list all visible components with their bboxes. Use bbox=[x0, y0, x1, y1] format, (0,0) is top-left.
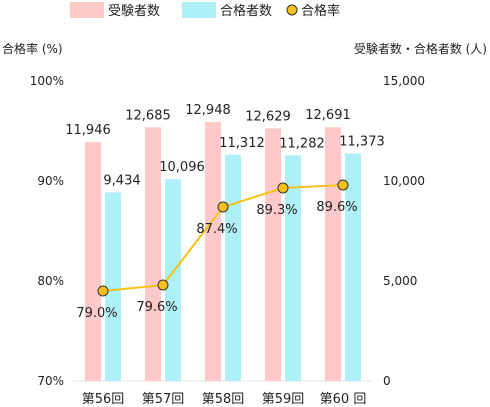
bar-labels: 11,946 9,434 12,685 10,096 12,948 11,312 12,62… bbox=[65, 103, 385, 188]
y-tick-right: 0 bbox=[383, 374, 391, 388]
y-axis-right-ticks: 0 5,000 10,000 15,000 bbox=[383, 74, 425, 388]
bar-examinees bbox=[85, 142, 101, 381]
y-axis-left-ticks: 70% 80% 90% 100% bbox=[30, 74, 64, 388]
bar-value-label: 12,691 bbox=[305, 108, 351, 123]
legend-marker bbox=[286, 4, 298, 16]
y-axis-right-title: 受験者数・合格者数 (人) bbox=[354, 41, 487, 56]
y-tick-right: 10,000 bbox=[383, 174, 425, 188]
category-labels: 第56回 第57回 第58回 第59回 第60 回 bbox=[82, 392, 367, 407]
y-tick-left: 100% bbox=[30, 74, 64, 88]
bar-examinees bbox=[145, 127, 161, 381]
legend-label: 受験者数 bbox=[108, 4, 160, 19]
rate-marker bbox=[337, 179, 349, 191]
bar-value-label: 12,948 bbox=[185, 103, 231, 118]
bar-passers bbox=[225, 154, 241, 381]
y-axis-left-title: 合格率 (%) bbox=[2, 41, 63, 56]
legend-swatch bbox=[182, 2, 216, 18]
category-label: 第57回 bbox=[142, 392, 185, 407]
rate-labels: 79.0% 79.6% 87.4% 89.3% 89.6% bbox=[76, 200, 357, 321]
category-label: 第59回 bbox=[262, 392, 305, 407]
rate-value-label: 79.0% bbox=[76, 306, 117, 321]
rate-marker bbox=[277, 182, 289, 194]
rate-value-label: 89.6% bbox=[316, 200, 357, 215]
rate-value-label: 79.6% bbox=[136, 300, 177, 315]
y-tick-right: 5,000 bbox=[383, 274, 417, 288]
rate-value-label: 87.4% bbox=[196, 222, 237, 237]
bar-value-label: 10,096 bbox=[159, 160, 205, 175]
bar-value-label: 11,946 bbox=[65, 123, 111, 138]
bar-value-label: 9,434 bbox=[103, 173, 140, 188]
bar-examinees bbox=[265, 128, 281, 381]
y-tick-left: 80% bbox=[37, 274, 64, 288]
legend-label: 合格者数 bbox=[220, 3, 272, 19]
rate-value-label: 89.3% bbox=[256, 203, 297, 218]
y-tick-left: 70% bbox=[37, 374, 64, 388]
rate-marker bbox=[217, 201, 229, 213]
category-label: 第56回 bbox=[82, 392, 125, 407]
bar-value-label: 11,282 bbox=[279, 136, 325, 151]
legend-swatch bbox=[70, 2, 104, 18]
category-label: 第58回 bbox=[202, 392, 245, 407]
rate-line bbox=[97, 179, 349, 297]
bar-passers bbox=[285, 155, 301, 381]
y-tick-right: 15,000 bbox=[383, 74, 425, 88]
y-tick-left: 90% bbox=[37, 174, 64, 188]
bar-value-label: 12,685 bbox=[125, 108, 171, 123]
legend: 受験者数 合格者数 合格率 bbox=[70, 2, 340, 19]
category-label: 第60 回 bbox=[320, 392, 367, 407]
bar-passers bbox=[165, 179, 181, 381]
rate-polyline bbox=[102, 184, 344, 292]
bar-value-label: 11,312 bbox=[219, 136, 265, 151]
rate-marker bbox=[157, 279, 169, 291]
bar-examinees bbox=[205, 122, 221, 381]
bars bbox=[85, 122, 361, 382]
rate-marker bbox=[97, 285, 109, 297]
bar-examinees bbox=[325, 127, 341, 382]
bar-passers bbox=[345, 153, 361, 381]
legend-label: 合格率 bbox=[301, 3, 340, 19]
bar-passers bbox=[105, 192, 121, 381]
bar-value-label: 12,629 bbox=[245, 109, 291, 124]
bar-value-label: 11,373 bbox=[339, 135, 385, 150]
